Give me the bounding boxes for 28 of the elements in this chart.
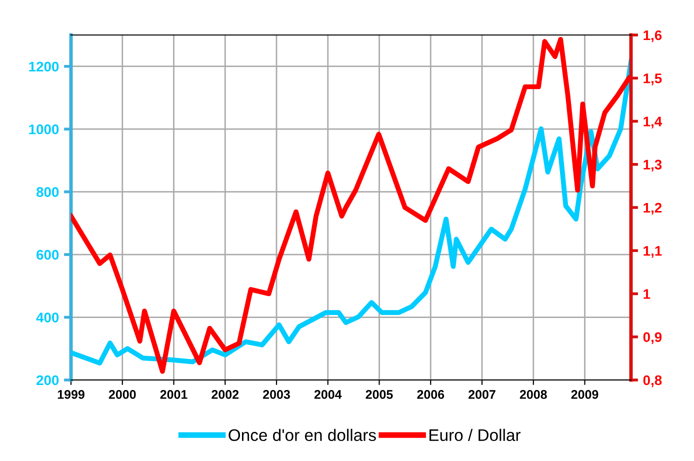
x-tick-label: 2004: [314, 390, 342, 399]
x-tick-label: 2003: [263, 390, 290, 399]
x-tick-label: 2009: [571, 390, 598, 399]
legend-label: Euro / Dollar: [430, 428, 521, 442]
y2-tick-label: 1,6: [644, 30, 662, 42]
y2-tick-label: 0,8: [643, 375, 662, 388]
y2-tick-label: 1,4: [644, 116, 662, 128]
x-tick-label: 2001: [160, 390, 188, 399]
y2-tick-label: 1,3: [644, 160, 662, 172]
y-tick-label: 800: [36, 187, 59, 197]
y-tick-label: 600: [36, 250, 59, 260]
y2-tick-label: 1,5: [644, 74, 662, 86]
x-tick-label: 2006: [417, 390, 444, 399]
y-tick-label: 1200: [29, 62, 59, 72]
y2-tick-label: 1,2: [644, 202, 662, 215]
y2-tick-label: 1: [644, 289, 650, 299]
y2-tick-label: 1,1: [644, 246, 662, 258]
x-tick-label: 1999: [58, 390, 84, 399]
y-tick-label: 400: [36, 312, 59, 322]
x-tick-label: 2008: [520, 390, 547, 399]
y-tick-label: 1000: [29, 124, 59, 134]
y-tick-label: 200: [36, 375, 59, 386]
legend-label: Once d'or en dollars: [228, 428, 376, 442]
x-tick-label: 2002: [212, 390, 239, 399]
y2-tick-label: 0,9: [643, 332, 662, 344]
x-tick-label: 2000: [108, 390, 136, 399]
x-tick-label: 2005: [366, 390, 393, 399]
x-tick-label: 2007: [468, 390, 496, 399]
